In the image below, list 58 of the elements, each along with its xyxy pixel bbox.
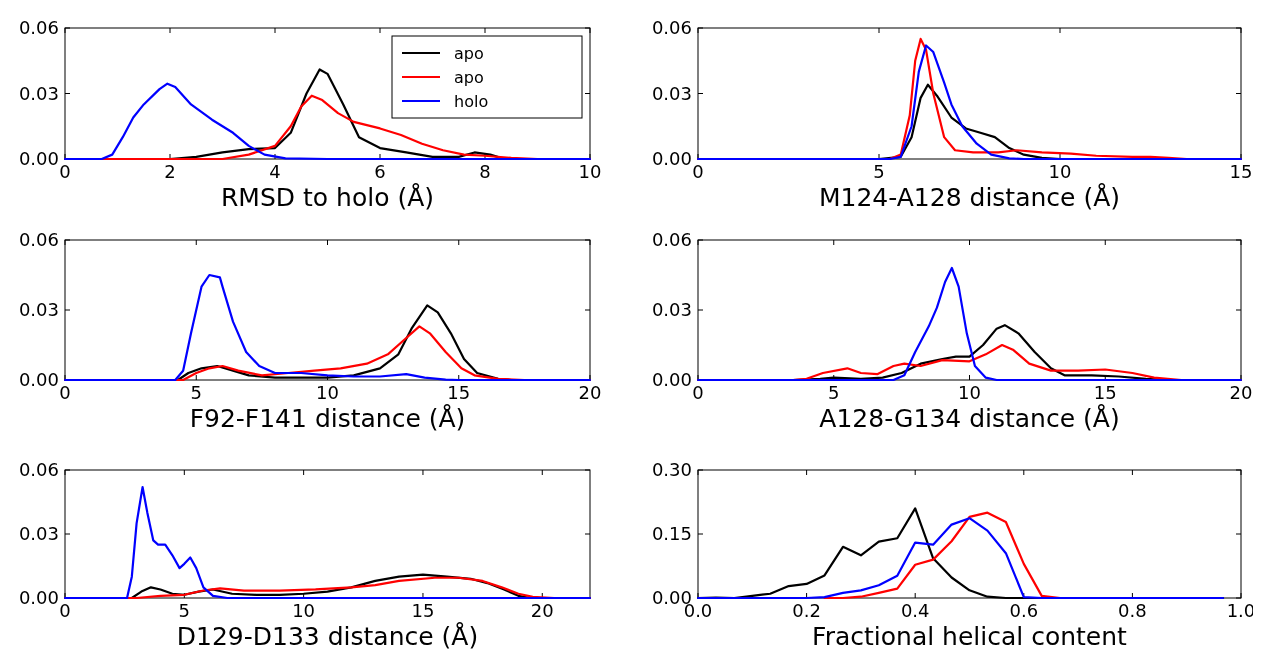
x-axis-title: Fractional helical content: [812, 622, 1128, 651]
x-tick-label: 10: [1048, 161, 1072, 182]
x-tick-label: 5: [178, 600, 191, 621]
y-tick-label: 0.06: [18, 459, 59, 480]
x-tick-label: 0.2: [792, 600, 821, 621]
y-tick-label: 0.00: [651, 369, 692, 390]
x-tick-label: 15: [447, 382, 471, 403]
y-tick-label: 0.06: [18, 229, 59, 250]
y-tick-label: 0.03: [18, 299, 59, 320]
x-tick-label: 5: [873, 161, 885, 182]
x-tick-label: 6: [374, 161, 386, 182]
x-tick-label: 10: [958, 382, 981, 403]
x-tick-label: 4: [269, 161, 281, 182]
y-tick-label: 0.30: [651, 459, 692, 480]
x-axis-title: F92-F141 distance (Å): [189, 404, 466, 433]
x-tick-label: 0: [59, 382, 71, 403]
x-tick-label: 20: [578, 382, 602, 403]
x-tick-label: 5: [828, 382, 840, 403]
x-tick-label: 0.4: [900, 600, 930, 621]
line-series: [63, 485, 592, 600]
x-tick-label: 10: [316, 382, 339, 403]
x-tick-label: 10: [578, 161, 602, 182]
x-tick-label: 0: [692, 161, 704, 182]
y-tick-label: 0.00: [651, 148, 692, 169]
y-tick-label: 0.03: [18, 523, 59, 544]
y-tick-label: 0.00: [18, 148, 59, 169]
x-tick-label: 0: [59, 600, 71, 621]
x-tick-label: 20: [530, 600, 554, 621]
line-series: [63, 273, 592, 382]
y-tick-label: 0.06: [651, 17, 692, 38]
x-tick-label: 2: [164, 161, 176, 182]
legend-label: apo: [454, 44, 484, 63]
x-axis-title: RMSD to holo (Å): [221, 183, 434, 212]
y-tick-label: 0.06: [18, 17, 59, 38]
x-tick-label: 8: [479, 161, 491, 182]
x-axis-title: M124-A128 distance (Å): [818, 183, 1121, 212]
x-tick-label: 15: [411, 600, 435, 621]
x-tick-label: 20: [1229, 382, 1253, 403]
y-tick-label: 0.00: [18, 369, 59, 390]
y-tick-label: 0.03: [18, 82, 59, 104]
x-axis-title: A128-G134 distance (Å): [819, 404, 1120, 433]
legend-label: holo: [454, 92, 489, 111]
x-tick-label: 5: [190, 382, 202, 403]
y-tick-label: 0.03: [651, 299, 692, 320]
x-tick-label: 10: [292, 600, 316, 621]
x-tick-label: 0: [692, 382, 704, 403]
x-tick-label: 0.6: [1009, 600, 1039, 621]
y-tick-label: 0.06: [651, 229, 692, 250]
x-tick-label: 15: [1229, 161, 1253, 182]
x-axis-title: D129-D133 distance (Å): [176, 622, 479, 651]
line-series: [696, 266, 1243, 382]
y-tick-label: 0.15: [651, 523, 692, 544]
y-tick-label: 0.03: [651, 82, 692, 104]
x-tick-label: 0.8: [1118, 600, 1147, 621]
legend-label: apo: [454, 68, 484, 87]
x-tick-label: 0: [59, 161, 71, 182]
y-tick-label: 0.00: [18, 587, 59, 608]
x-tick-label: 15: [1093, 382, 1117, 403]
